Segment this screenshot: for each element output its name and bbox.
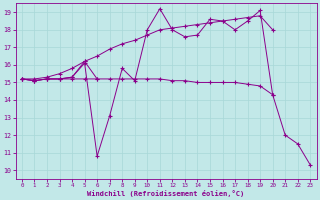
X-axis label: Windchill (Refroidissement éolien,°C): Windchill (Refroidissement éolien,°C) [87,190,245,197]
